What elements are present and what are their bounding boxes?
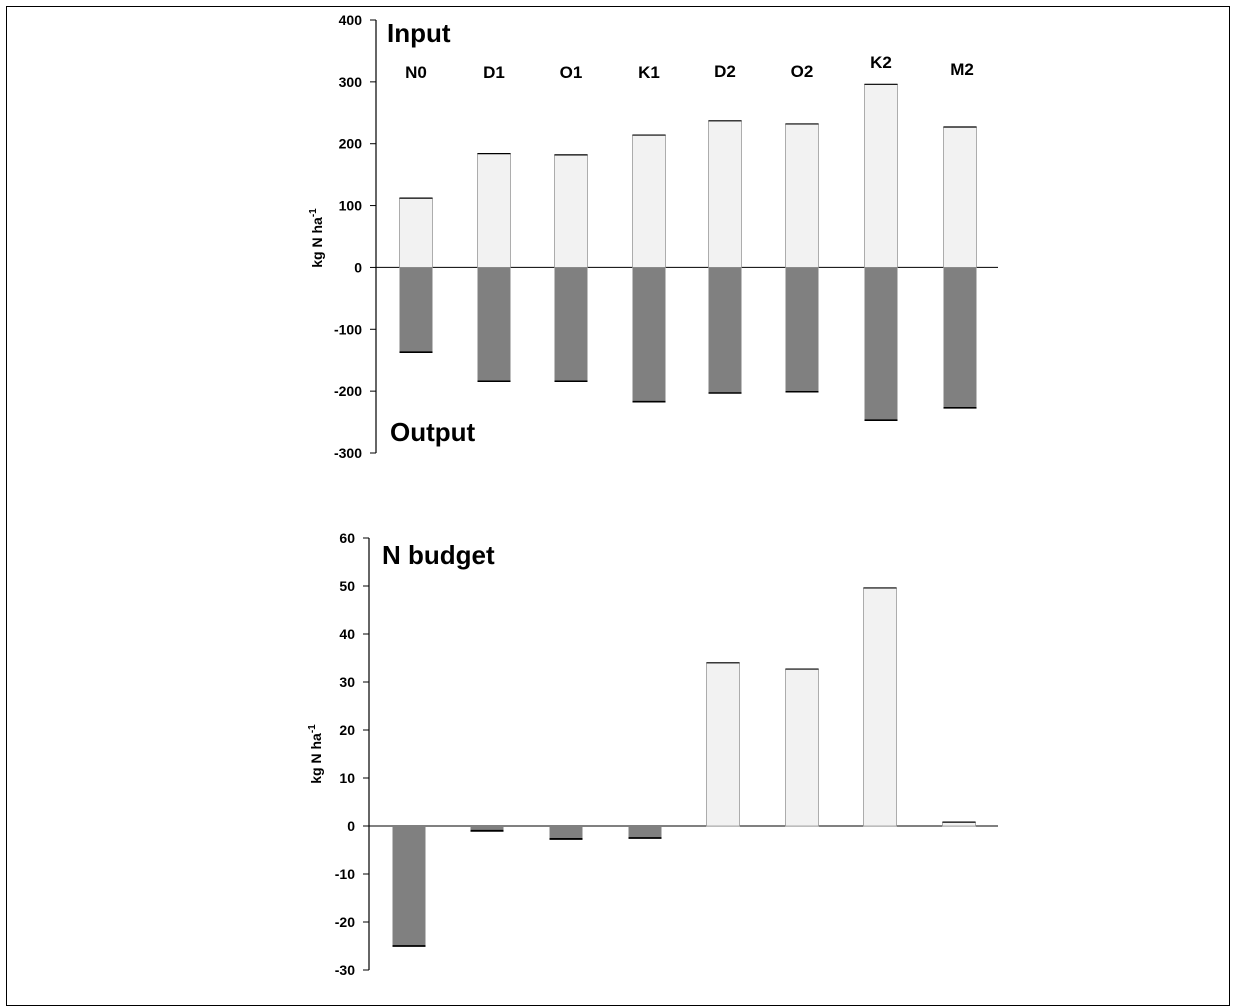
top-y-tick-label: 100 bbox=[339, 198, 363, 214]
bottom-y-axis-label-sup: -1 bbox=[307, 724, 318, 733]
input-bar-d2 bbox=[708, 120, 742, 268]
bottom-y-axis-label-main: kg N ha bbox=[308, 733, 324, 784]
input-output-panel: 400 300 200 100 0 -100 -200 -300 N0 D1 O1 K1 D2 O2 K2… bbox=[308, 12, 998, 461]
budget-bar-d1 bbox=[470, 826, 504, 831]
input-bar-o2 bbox=[785, 123, 819, 268]
bottom-y-tick-label: 40 bbox=[339, 626, 355, 642]
output-bar-d1 bbox=[477, 267, 511, 382]
category-label-d2: D2 bbox=[714, 62, 736, 81]
top-y-tick-label: -100 bbox=[334, 321, 362, 337]
output-bar-d2 bbox=[708, 267, 742, 393]
output-bar-m2 bbox=[943, 267, 977, 408]
input-bar-n0 bbox=[399, 197, 433, 268]
category-label-n0: N0 bbox=[405, 63, 427, 82]
top-y-tick-label: -200 bbox=[334, 383, 362, 399]
bottom-y-tick-label: -30 bbox=[335, 962, 355, 978]
top-y-axis-label: kg N ha-1 bbox=[308, 208, 325, 268]
budget-bar-d2 bbox=[706, 662, 740, 827]
top-y-tick-label: -300 bbox=[334, 445, 362, 461]
category-label-k1: K1 bbox=[638, 63, 660, 82]
bottom-y-tick-label: -10 bbox=[335, 866, 355, 882]
top-y-axis-label-main: kg N ha bbox=[309, 217, 325, 268]
category-label-d1: D1 bbox=[483, 63, 505, 82]
output-bar-k2 bbox=[864, 267, 898, 421]
top-y-axis-label-sup: -1 bbox=[308, 208, 319, 217]
bottom-y-tick-label: 60 bbox=[339, 530, 355, 546]
budget-bar-k1 bbox=[628, 826, 662, 838]
bottom-y-tick-label: 20 bbox=[339, 722, 355, 738]
budget-bar-o1 bbox=[549, 826, 583, 839]
bottom-y-tick-label: 10 bbox=[339, 770, 355, 786]
output-bar-n0 bbox=[399, 267, 433, 353]
bottom-y-tick-label: 30 bbox=[339, 674, 355, 690]
output-bar-k1 bbox=[632, 267, 666, 402]
bottom-y-tick-label: 0 bbox=[347, 818, 355, 834]
output-title: Output bbox=[390, 417, 476, 447]
input-bar-o1 bbox=[554, 154, 588, 268]
category-label-o2: O2 bbox=[791, 62, 814, 81]
budget-bar-k2 bbox=[863, 587, 897, 827]
n-budget-title: N budget bbox=[382, 540, 495, 570]
input-bar-m2 bbox=[943, 126, 977, 268]
input-title: Input bbox=[387, 18, 451, 48]
input-bar-d1 bbox=[477, 153, 511, 268]
budget-bar-o2 bbox=[785, 668, 819, 827]
top-y-tick-label: 200 bbox=[339, 136, 363, 152]
input-bar-k1 bbox=[632, 134, 666, 268]
n-budget-panel: 60 50 40 30 20 10 0 -10 -20 -30 N budget kg N ha-… bbox=[307, 530, 998, 978]
top-y-tick-label: 400 bbox=[339, 12, 363, 28]
input-bar-k2 bbox=[864, 83, 898, 268]
category-label-o1: O1 bbox=[560, 63, 583, 82]
bottom-y-tick-label: -20 bbox=[335, 914, 355, 930]
bottom-y-axis-label: kg N ha-1 bbox=[307, 724, 324, 784]
category-label-k2: K2 bbox=[870, 53, 892, 72]
category-label-m2: M2 bbox=[950, 60, 974, 79]
output-bar-o1 bbox=[554, 267, 588, 382]
bottom-y-tick-label: 50 bbox=[339, 578, 355, 594]
output-bar-o2 bbox=[785, 267, 819, 392]
top-y-tick-label: 300 bbox=[339, 74, 363, 90]
budget-bar-n0 bbox=[392, 826, 426, 946]
top-y-tick-label: 0 bbox=[354, 259, 362, 275]
